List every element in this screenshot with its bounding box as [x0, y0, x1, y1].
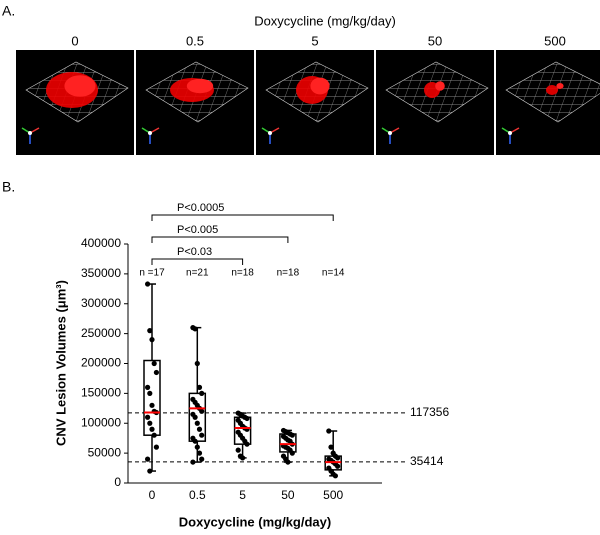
point	[194, 420, 200, 426]
bracket	[151, 258, 244, 265]
point	[335, 455, 341, 461]
dose-label: 0	[71, 33, 78, 48]
n-label: n =17	[139, 268, 165, 279]
lesion	[546, 85, 558, 95]
y-tick-label: 400000	[81, 236, 121, 250]
point	[332, 473, 338, 479]
panel-label: A.	[2, 3, 15, 19]
reference-label: 117356	[410, 405, 449, 419]
dose-label: 50	[428, 33, 442, 48]
point	[147, 390, 153, 396]
y-tick-label: 50000	[88, 445, 122, 459]
bracket	[151, 214, 334, 221]
dose-label: 5	[311, 33, 318, 48]
y-tick-label: 300000	[81, 296, 121, 310]
p-value: P<0.03	[177, 246, 212, 258]
x-axis-label: Doxycycline (mg/kg/day)	[179, 514, 331, 529]
panel-title: Doxycycline (mg/kg/day)	[254, 13, 396, 28]
n-label: n=18	[231, 268, 254, 279]
x-tick-label: 500	[323, 488, 343, 502]
point	[147, 468, 153, 474]
point	[326, 428, 332, 434]
point	[153, 369, 159, 376]
lesion	[310, 77, 330, 95]
n-label: n=21	[186, 268, 209, 279]
y-tick-label: 0	[114, 475, 121, 489]
axis-icon	[388, 131, 392, 135]
point	[151, 432, 157, 438]
lesion	[556, 83, 564, 89]
point	[289, 432, 295, 438]
point	[145, 384, 151, 390]
point	[235, 447, 241, 453]
point	[192, 438, 198, 444]
point	[328, 444, 334, 450]
y-tick-label: 150000	[81, 386, 121, 400]
point	[199, 432, 205, 438]
y-tick-label: 200000	[81, 356, 121, 370]
panel-label: B.	[2, 179, 15, 195]
y-tick-label: 350000	[81, 266, 121, 280]
n-label: n=14	[322, 268, 345, 279]
point	[147, 328, 153, 334]
point	[194, 444, 200, 450]
lesion	[64, 75, 96, 97]
point	[145, 281, 151, 287]
x-tick-label: 0.5	[189, 488, 206, 502]
point	[147, 420, 153, 426]
point	[196, 384, 203, 390]
point	[196, 450, 203, 456]
point	[194, 360, 200, 367]
point	[149, 426, 155, 432]
point	[149, 337, 155, 343]
x-tick-label: 5	[239, 488, 246, 502]
point	[199, 408, 205, 414]
point	[335, 463, 341, 469]
point	[145, 414, 151, 420]
dose-label: 0.5	[186, 33, 204, 48]
point	[192, 326, 198, 332]
y-tick-label: 100000	[81, 415, 121, 429]
point	[190, 459, 196, 465]
axis-icon	[508, 131, 512, 135]
point	[153, 444, 159, 450]
lesion	[435, 81, 445, 91]
y-axis-label: CNV Lesion Volumes (μm³)	[53, 280, 68, 446]
point	[192, 414, 198, 420]
dose-label: 500	[544, 33, 566, 48]
point	[240, 455, 246, 461]
point	[145, 456, 151, 462]
p-value: P<0.0005	[177, 202, 224, 214]
reference-label: 35414	[410, 454, 444, 468]
p-value: P<0.005	[177, 224, 218, 236]
point	[149, 402, 155, 408]
point	[244, 441, 250, 447]
axis-icon	[268, 131, 272, 135]
point	[151, 360, 157, 367]
n-label: n=18	[277, 268, 300, 279]
y-tick-label: 250000	[81, 326, 121, 340]
axis-icon	[148, 131, 152, 135]
bracket	[151, 236, 289, 243]
x-tick-label: 0	[149, 488, 156, 502]
point	[285, 459, 291, 465]
axis-icon	[28, 131, 32, 135]
point	[196, 426, 203, 432]
lesion	[186, 78, 214, 94]
point	[199, 390, 205, 396]
point	[289, 450, 295, 456]
point	[199, 456, 205, 462]
x-tick-label: 50	[281, 488, 295, 502]
point	[244, 415, 250, 422]
